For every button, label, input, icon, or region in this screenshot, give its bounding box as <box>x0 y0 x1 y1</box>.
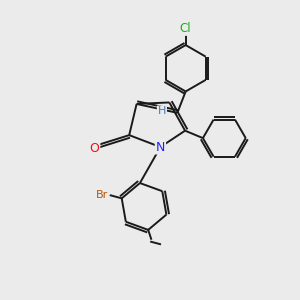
Text: N: N <box>156 140 165 154</box>
Text: Br: Br <box>96 190 108 200</box>
Text: Cl: Cl <box>180 22 191 35</box>
Text: O: O <box>89 142 99 155</box>
Text: H: H <box>158 106 166 116</box>
